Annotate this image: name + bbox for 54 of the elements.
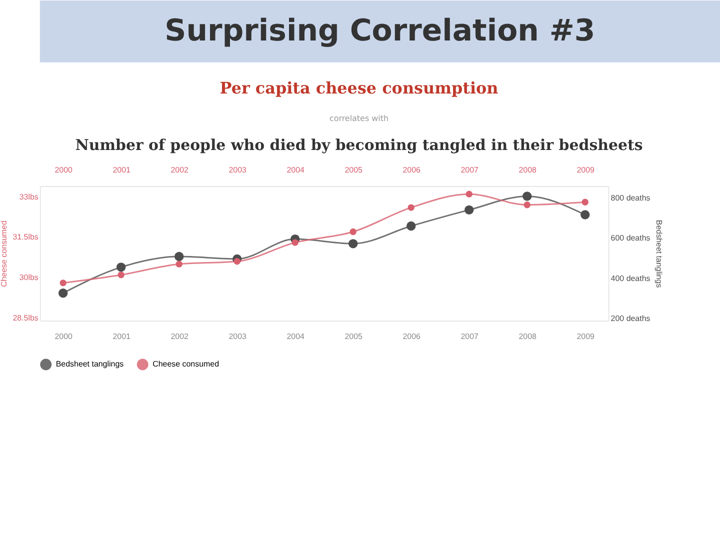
y2-tick-label: 800 deaths — [610, 194, 650, 203]
x2-tick-label: 2002 — [170, 332, 190, 342]
point — [522, 192, 532, 201]
point — [118, 272, 124, 278]
y-tick-label: 31.5lbs — [12, 232, 38, 242]
x-tick-label: 2005 — [344, 166, 364, 175]
y2-axis-title: Bedsheet tanglings — [654, 220, 664, 288]
x2-tick-label: 2001 — [112, 332, 132, 342]
x2-tick-label: 2008 — [518, 332, 538, 342]
y-axis-title: Cheese consumed — [0, 220, 9, 288]
point — [176, 260, 182, 268]
x2-tick-label: 2000 — [54, 332, 74, 342]
point — [58, 288, 68, 298]
x2-tick-label: 2005 — [344, 332, 364, 342]
point — [292, 239, 298, 246]
x-tick-label: 2001 — [112, 166, 132, 175]
x-tick-label: 2007 — [460, 166, 480, 175]
x-tick-label: 2004 — [286, 166, 306, 175]
text: Number of people who died by becoming tangled in their bedsheets — [75, 136, 643, 154]
x2-tick-label: 2007 — [460, 332, 480, 342]
x2-tick-label: 2006 — [402, 332, 422, 342]
text: Surprising Correlation #3 — [164, 13, 596, 48]
chart-title: Per capita cheese consumption — [220, 78, 499, 98]
point — [350, 228, 356, 236]
point — [580, 210, 590, 220]
legend-label: Cheese consumed — [152, 360, 220, 368]
point — [174, 252, 184, 262]
point — [116, 262, 126, 272]
x2-tick-label: 2004 — [286, 332, 306, 342]
y-tick-label: 30lbs — [19, 273, 38, 282]
x-tick-label: 2003 — [228, 166, 248, 175]
x-tick-label: 2000 — [54, 166, 74, 175]
point — [582, 198, 588, 206]
point — [234, 258, 240, 265]
x-tick-label: 2008 — [518, 166, 538, 175]
point — [464, 205, 474, 214]
y2-tick-label: 200 deaths — [610, 314, 650, 324]
point — [408, 204, 414, 211]
point — [466, 190, 472, 198]
x2-tick-label: 2009 — [576, 332, 596, 342]
point — [406, 221, 416, 231]
x-tick-label: 2006 — [402, 166, 422, 175]
point — [348, 239, 358, 248]
x-tick-label: 2009 — [576, 166, 596, 175]
point — [60, 280, 66, 286]
y2-tick-label: 400 deaths — [610, 274, 650, 283]
point — [524, 202, 530, 208]
chart-subtitle: correlates with — [329, 114, 389, 124]
x2-tick-label: 2003 — [228, 332, 248, 342]
x-tick-label: 2002 — [170, 166, 190, 175]
legend-label: Bedsheet tanglings — [56, 360, 124, 368]
y2-tick-label: 600 deaths — [610, 234, 650, 243]
y-tick-label: 33lbs — [19, 192, 38, 202]
y-tick-label: 28.5lbs — [12, 313, 38, 322]
